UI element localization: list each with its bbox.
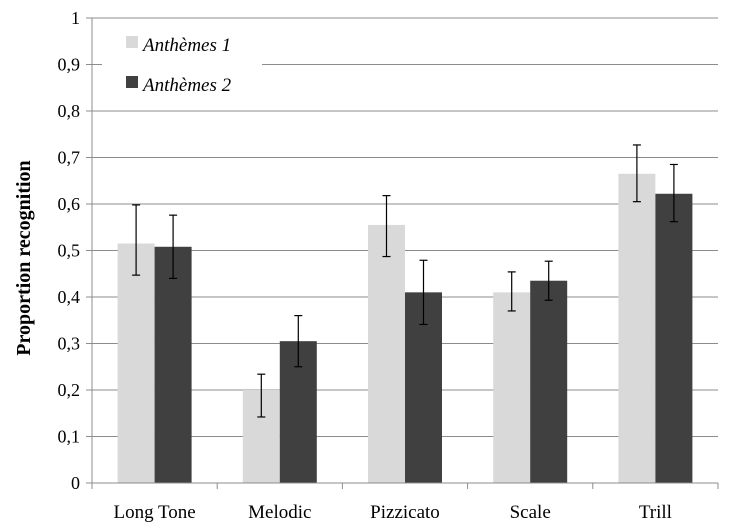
bar bbox=[117, 243, 155, 483]
category-labels: Long Tone Melodic Pizzicato Scale Trill bbox=[113, 502, 671, 523]
y-tick-label: 0,8 bbox=[58, 101, 81, 121]
legend-label: Anthèmes 2 bbox=[141, 75, 232, 96]
legend-swatch bbox=[126, 36, 138, 48]
error-bars bbox=[132, 144, 678, 418]
y-tick-label: 0,1 bbox=[58, 427, 81, 447]
y-axis-title: Proportion recognition bbox=[13, 160, 35, 355]
y-tick-label: 0,3 bbox=[58, 334, 81, 354]
x-tick-label: Trill bbox=[639, 502, 672, 523]
bar bbox=[154, 246, 192, 483]
bar bbox=[618, 173, 656, 483]
legend: Anthèmes 1 Anthèmes 2 bbox=[102, 25, 262, 105]
bar bbox=[493, 292, 531, 483]
legend-label: Anthèmes 1 bbox=[141, 35, 231, 56]
y-tick-label: 0,4 bbox=[58, 287, 81, 307]
y-tick-label: 0 bbox=[71, 473, 80, 493]
x-tick-label: Pizzicato bbox=[370, 502, 440, 523]
x-tick-label: Long Tone bbox=[113, 502, 195, 523]
y-tick-label: 0,7 bbox=[58, 148, 81, 168]
x-tick-label: Melodic bbox=[248, 502, 311, 523]
y-tick-label: 0,2 bbox=[58, 380, 81, 400]
bar bbox=[530, 280, 568, 483]
y-tick-label: 0,6 bbox=[58, 194, 81, 214]
x-tick-label: Scale bbox=[510, 502, 551, 523]
legend-swatch bbox=[126, 76, 138, 88]
y-tick-label: 0,5 bbox=[58, 241, 81, 261]
x-axis bbox=[91, 18, 719, 489]
y-axis-tick-labels: 0 0,1 0,2 0,3 0,4 0,5 0,6 0,7 0,8 0,9 1 bbox=[58, 8, 81, 493]
bar bbox=[655, 193, 693, 483]
bar bbox=[368, 224, 405, 484]
y-tick-label: 0,9 bbox=[58, 55, 81, 75]
bars bbox=[117, 173, 693, 484]
y-tick-label: 1 bbox=[71, 8, 80, 28]
